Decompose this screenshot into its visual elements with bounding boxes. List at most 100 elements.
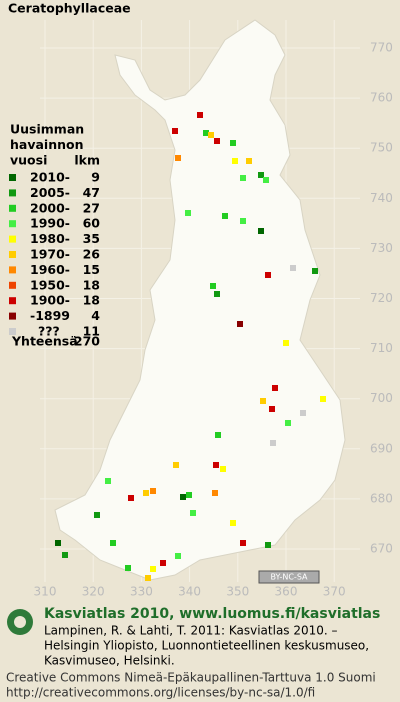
legend-label: 1970-: [30, 247, 70, 262]
observation-square: [172, 128, 178, 134]
observation-square: [215, 432, 221, 438]
observation-square: [214, 291, 220, 297]
observation-square: [62, 552, 68, 558]
license-line: Creative Commons Nimeä-Epäkaupallinen-Ta…: [6, 671, 376, 685]
y-grid-label: 680: [370, 491, 393, 505]
observation-square: [263, 177, 269, 183]
observation-square: [143, 490, 149, 496]
observation-square: [232, 158, 238, 164]
observation-square: [150, 488, 156, 494]
license-line: http://creativecommons.org/licenses/by-n…: [6, 686, 315, 700]
observation-square: [240, 175, 246, 181]
observation-square: [260, 398, 266, 404]
legend-heading: havainnon: [10, 137, 84, 152]
observation-square: [110, 540, 116, 546]
observation-square: [214, 138, 220, 144]
observation-square: [210, 283, 216, 289]
legend-count: 60: [83, 216, 101, 231]
observation-square: [240, 540, 246, 546]
observation-square: [145, 575, 151, 581]
observation-square: [105, 478, 111, 484]
y-grid-label: 740: [370, 191, 393, 205]
legend-count: 47: [83, 185, 100, 200]
legend-swatch: [9, 251, 16, 258]
observation-square: [185, 210, 191, 216]
legend-label: ???: [38, 324, 60, 339]
observation-square: [220, 466, 226, 472]
citation-line: Helsingin Yliopisto, Luonnontieteellinen…: [44, 639, 369, 653]
observation-square: [269, 406, 275, 412]
observation-square: [128, 495, 134, 501]
legend-count: 35: [83, 231, 100, 246]
observation-square: [265, 272, 271, 278]
x-grid-label: 320: [82, 585, 105, 599]
y-grid-label: 750: [370, 141, 393, 155]
legend-label: 2010-: [30, 170, 70, 185]
y-grid-label: 700: [370, 391, 393, 405]
y-grid-label: 730: [370, 241, 393, 255]
grid-labels: 770 760 750 740 730 720 710 700 690 680 670 310 320 3…: [34, 41, 393, 599]
legend-swatch: [9, 297, 16, 305]
legend-label: 1980-: [30, 231, 70, 246]
observation-square: [265, 542, 271, 548]
observation-square: [312, 268, 318, 274]
x-grid-label: 350: [226, 585, 249, 599]
legend-swatch: [9, 266, 16, 274]
legend-count: 4: [91, 308, 100, 323]
legend-swatch: [9, 189, 16, 197]
citation-line: Kasvimuseo, Helsinki.: [44, 654, 175, 668]
observation-square: [55, 540, 61, 546]
legend-swatch: [9, 220, 16, 228]
y-grid-label: 710: [370, 341, 393, 355]
legend-count: 15: [83, 262, 100, 277]
y-grid-label: 690: [370, 441, 393, 455]
legend-label: 1960-: [30, 262, 70, 277]
x-grid-label: 360: [275, 585, 298, 599]
title: Ceratophyllaceae: [8, 1, 131, 16]
observation-square: [270, 440, 276, 446]
legend-heading: Uusimman: [10, 122, 84, 137]
observation-square: [300, 410, 306, 416]
observation-square: [240, 218, 246, 224]
y-grid-label: 720: [370, 291, 393, 305]
observation-square: [272, 385, 278, 391]
legend-swatch: [9, 281, 16, 289]
footer-site: Kasviatlas 2010, www.luomus.fi/kasviatla…: [44, 606, 380, 622]
legend-count: 26: [83, 247, 101, 262]
x-grid-label: 330: [130, 585, 153, 599]
observation-square: [283, 340, 289, 346]
y-grid-label: 670: [370, 542, 393, 556]
observation-square: [213, 462, 219, 468]
legend-label: -1899: [30, 308, 70, 323]
legend-label: 1950-: [30, 277, 70, 292]
y-grid-label: 760: [370, 91, 393, 105]
legend-count: 11: [83, 324, 100, 339]
observation-square: [190, 510, 196, 516]
legend-label: 2000-: [30, 200, 70, 215]
citation-line: Lampinen, R. & Lahti, T. 2011: Kasviatla…: [44, 624, 338, 638]
legend-total-label: Yhteensä: [11, 334, 78, 349]
observation-square: [175, 553, 181, 559]
logo-inner: [14, 616, 26, 628]
observation-square: [175, 155, 181, 161]
observation-square: [320, 396, 326, 402]
legend-count: 18: [83, 277, 100, 292]
observation-square: [197, 112, 203, 118]
legend-swatch: [9, 312, 16, 320]
x-grid-label: 340: [178, 585, 201, 599]
observation-square: [212, 490, 218, 496]
legend-count: 18: [83, 293, 100, 308]
legend-count: 9: [91, 170, 100, 185]
observation-square: [237, 321, 243, 327]
observation-square: [285, 420, 291, 426]
legend-label: 1900-: [30, 293, 70, 308]
observation-square: [186, 492, 192, 498]
legend-count: 27: [83, 200, 100, 215]
legend-swatch: [9, 204, 16, 212]
y-grid-label: 770: [370, 41, 393, 55]
observation-square: [222, 213, 228, 219]
x-grid-label: 310: [34, 585, 57, 599]
legend-swatch: [9, 328, 16, 335]
